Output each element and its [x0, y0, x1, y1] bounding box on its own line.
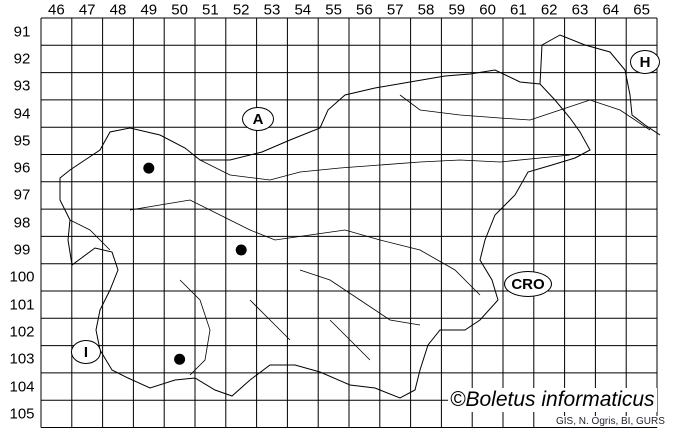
row-label: 92 [13, 50, 31, 68]
country-label-austria: A [242, 107, 274, 131]
row-label: 101 [9, 296, 35, 314]
column-label: 63 [571, 1, 589, 19]
row-label: 93 [13, 77, 31, 95]
column-label: 59 [448, 1, 466, 19]
row-label: 99 [13, 241, 31, 259]
column-label: 65 [633, 1, 650, 19]
row-label: 104 [9, 378, 35, 396]
column-label: 48 [109, 1, 127, 19]
row-label: 102 [9, 323, 35, 341]
column-label: 49 [140, 1, 158, 19]
copyright-text: ©Boletus informaticus [448, 388, 657, 412]
country-border [59, 69, 591, 399]
hungary-border [539, 34, 661, 136]
row-label: 91 [13, 23, 31, 41]
column-label: 52 [232, 1, 250, 19]
grid-lines [40, 17, 658, 428]
column-label: 50 [171, 1, 188, 19]
country-label-italy: I [71, 340, 101, 364]
column-label: 62 [540, 1, 558, 19]
column-label: 46 [48, 1, 65, 19]
column-label: 64 [602, 1, 620, 19]
row-label: 105 [9, 405, 35, 423]
column-label: 55 [325, 1, 342, 19]
record-dot [143, 162, 155, 174]
country-label-hungary: H [630, 50, 660, 74]
row-label: 100 [9, 268, 35, 286]
row-label: 97 [13, 186, 31, 204]
source-credit: GIS, N. Ogris, BI, GURS [554, 416, 667, 427]
column-label: 47 [78, 1, 96, 19]
row-label: 98 [13, 214, 31, 232]
column-label: 53 [263, 1, 281, 19]
column-label: 60 [479, 1, 496, 19]
record-dot [235, 244, 247, 256]
rivers [69, 94, 651, 376]
row-label: 96 [13, 159, 31, 177]
column-label: 58 [417, 1, 435, 19]
column-label: 56 [356, 1, 373, 19]
column-label: 61 [510, 1, 527, 19]
column-label: 57 [386, 1, 404, 19]
record-dot [174, 353, 186, 365]
row-label: 95 [13, 132, 31, 150]
column-label: 54 [294, 1, 312, 19]
column-label: 51 [202, 1, 219, 19]
row-label: 103 [9, 350, 35, 368]
country-label-croatia: CRO [504, 271, 552, 297]
row-label: 94 [13, 105, 31, 123]
